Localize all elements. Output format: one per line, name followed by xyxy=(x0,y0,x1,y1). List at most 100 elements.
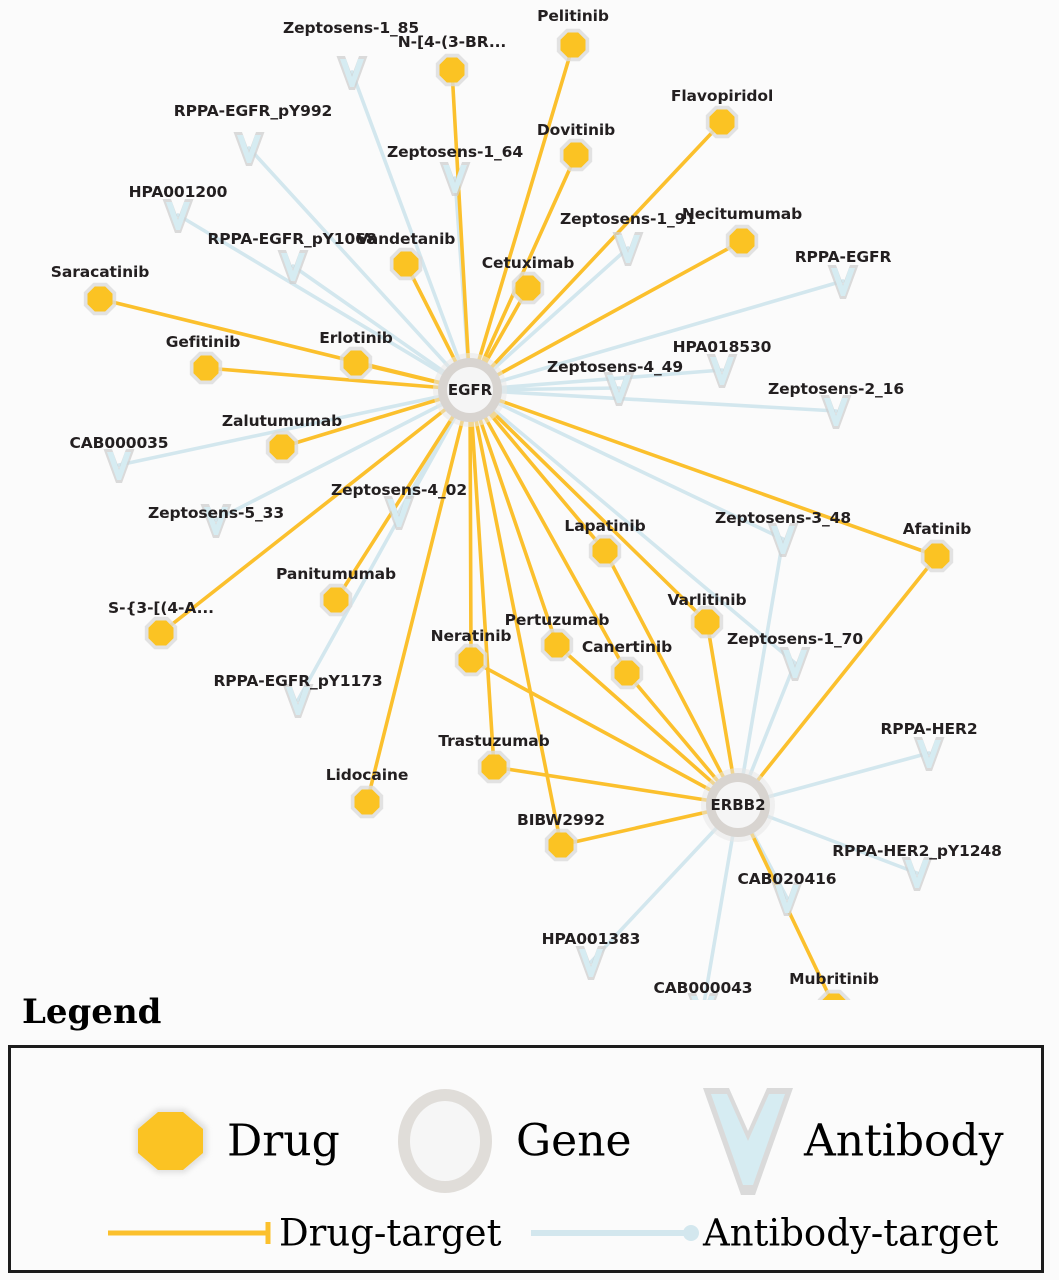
drug-node[interactable] xyxy=(559,138,593,172)
antibody-node[interactable] xyxy=(200,504,232,538)
drug-node[interactable] xyxy=(83,282,117,316)
drug-target-edge[interactable] xyxy=(468,388,473,662)
antibody-target-edge[interactable] xyxy=(117,388,472,467)
antibody-target-edge[interactable] xyxy=(214,388,472,522)
antibody-target-edge[interactable] xyxy=(247,146,472,392)
legend-title: Legend xyxy=(22,992,162,1032)
drug-node[interactable] xyxy=(389,247,423,281)
antibody-node[interactable] xyxy=(439,162,471,196)
legend-label-drug: Drug xyxy=(227,1115,340,1167)
antibody-node[interactable] xyxy=(913,737,945,771)
antibody-target-edge[interactable] xyxy=(468,388,797,665)
drug-target-edge[interactable] xyxy=(555,643,740,807)
antibody-node[interactable] xyxy=(767,523,799,557)
antibody-nodes-group[interactable] xyxy=(103,56,945,1000)
drug-node[interactable] xyxy=(339,346,373,380)
drug-target-edge[interactable] xyxy=(450,68,472,392)
antibody-node[interactable] xyxy=(162,199,194,233)
antibody-node[interactable] xyxy=(233,132,265,166)
drug-node[interactable] xyxy=(144,616,178,650)
antibody-target-edge[interactable] xyxy=(350,70,472,392)
drug-node[interactable] xyxy=(435,53,469,87)
drug-node[interactable] xyxy=(540,628,574,662)
drug-target-edge[interactable] xyxy=(468,388,709,624)
network-svg[interactable] xyxy=(0,0,1059,1000)
antibody-node[interactable] xyxy=(771,882,803,916)
drug-node[interactable] xyxy=(511,271,545,305)
antibody-node[interactable] xyxy=(277,250,309,284)
antibody-target-edge[interactable] xyxy=(468,388,838,413)
drug-node[interactable] xyxy=(920,539,954,573)
antibody-node[interactable] xyxy=(282,684,314,718)
network-canvas[interactable]: EGFR ERBB2 Pelitinib N-[4-(3-BR... Flavopiri… xyxy=(0,0,1059,1000)
antibody-node[interactable] xyxy=(901,857,933,891)
drug-target-edge[interactable] xyxy=(365,388,472,804)
drug-target-edge[interactable] xyxy=(468,239,744,392)
antibody-node[interactable] xyxy=(779,647,811,681)
drug-target-edge[interactable] xyxy=(468,43,575,392)
drug-nodes-group[interactable] xyxy=(83,28,954,1000)
drug-node[interactable] xyxy=(350,785,384,819)
drug-node-core xyxy=(694,609,720,635)
drug-node[interactable] xyxy=(265,430,299,464)
antibody-node[interactable] xyxy=(383,496,415,530)
drug-target-edge[interactable] xyxy=(468,388,559,647)
drug-node-core xyxy=(343,350,369,376)
drug-target-edge[interactable] xyxy=(159,388,472,635)
drug-target-edge[interactable] xyxy=(469,658,740,807)
drug-node[interactable] xyxy=(817,989,851,1000)
antibody-target-edge[interactable] xyxy=(468,279,845,392)
drug-node-core xyxy=(614,660,640,686)
drug-target-edge[interactable] xyxy=(334,388,472,602)
antibody-node[interactable] xyxy=(706,354,738,388)
antibody-target-edge[interactable] xyxy=(468,388,785,541)
drug-target-edge[interactable] xyxy=(736,554,939,807)
antibody-glyph xyxy=(824,398,848,426)
gene-node[interactable] xyxy=(433,353,507,427)
antibody-target-edge[interactable] xyxy=(736,537,785,807)
gene-node-inner xyxy=(715,782,761,828)
antibody-target-edge[interactable] xyxy=(176,213,472,392)
antibody-target-edge[interactable] xyxy=(296,388,472,702)
antibody-target-edge[interactable] xyxy=(468,368,724,392)
drug-node-core xyxy=(269,434,295,460)
drug-target-edge[interactable] xyxy=(468,388,629,675)
legend-antibody-icon xyxy=(703,1088,793,1195)
drug-node[interactable] xyxy=(690,605,724,639)
drug-node[interactable] xyxy=(319,583,353,617)
drug-target-edge[interactable] xyxy=(204,366,472,392)
antibody-node[interactable] xyxy=(603,372,635,406)
drug-target-edge[interactable] xyxy=(603,549,740,807)
gene-node[interactable] xyxy=(701,768,775,842)
antibody-node[interactable] xyxy=(612,232,644,266)
antibody-glyph xyxy=(286,687,310,715)
antibody-glyph xyxy=(616,235,640,263)
drug-target-edge[interactable] xyxy=(492,765,740,807)
antibody-node[interactable] xyxy=(103,449,135,483)
antibody-node[interactable] xyxy=(827,265,859,299)
drug-node[interactable] xyxy=(588,534,622,568)
drug-node[interactable] xyxy=(610,656,644,690)
antibody-node[interactable] xyxy=(575,946,607,980)
drug-target-edge[interactable] xyxy=(468,120,724,392)
antibody-glyph xyxy=(917,740,941,768)
drug-node[interactable] xyxy=(705,105,739,139)
drug-node[interactable] xyxy=(189,351,223,385)
drug-target-edge[interactable] xyxy=(468,388,939,558)
drug-node[interactable] xyxy=(544,828,578,862)
drug-node[interactable] xyxy=(556,28,590,62)
drug-target-edge[interactable] xyxy=(468,388,496,769)
antibody-glyph xyxy=(579,949,603,977)
drug-node-core xyxy=(560,32,586,58)
drug-target-edge[interactable] xyxy=(468,388,563,847)
drug-node[interactable] xyxy=(454,643,488,677)
antibody-node[interactable] xyxy=(820,395,852,429)
drug-node-core xyxy=(193,355,219,381)
drug-node[interactable] xyxy=(477,750,511,784)
drug-node-core xyxy=(481,754,507,780)
antibody-node[interactable] xyxy=(336,56,368,90)
drug-node[interactable] xyxy=(725,224,759,258)
legend-label-gene: Gene xyxy=(516,1115,632,1167)
gene-nodes-group[interactable] xyxy=(433,353,775,842)
antibody-node[interactable] xyxy=(687,993,719,1000)
